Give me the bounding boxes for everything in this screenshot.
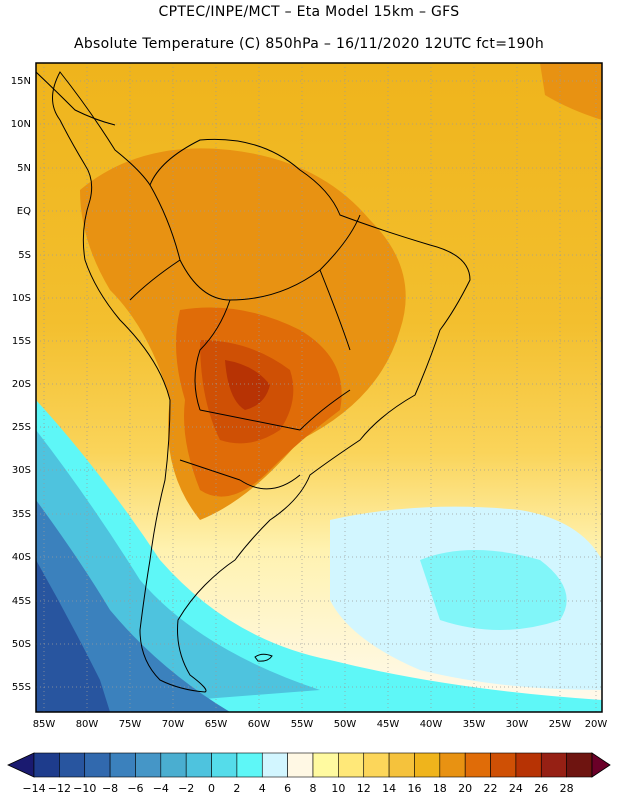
lat-label: 45S: [12, 596, 31, 607]
warm-ne-corner: [540, 63, 602, 120]
colorbar-swatch: [388, 752, 415, 778]
lat-label: 5S: [18, 250, 31, 261]
colorbar-under-arrow: [7, 752, 35, 778]
lat-label: 15S: [12, 336, 31, 347]
cold-band-south-4: [36, 560, 110, 712]
colorbar-label: 18: [433, 782, 447, 795]
lat-label: 30S: [12, 465, 31, 476]
colorbar-swatch: [338, 752, 365, 778]
colorbar-label: −12: [48, 782, 71, 795]
colorbar-swatch: [236, 752, 263, 778]
colorbar-swatch: [540, 752, 567, 778]
colorbar-label: 8: [310, 782, 317, 795]
country-borders: [129, 184, 361, 490]
colorbar-swatch: [109, 752, 136, 778]
falkland-islands: [254, 653, 273, 662]
lat-label: 40S: [12, 552, 31, 563]
colorbar-swatch: [490, 752, 517, 778]
lon-label: 55W: [291, 719, 314, 730]
central-america-coast: [36, 71, 116, 126]
colorbar-label: 20: [458, 782, 472, 795]
colorbar-label: −10: [73, 782, 96, 795]
lat-label: 15N: [11, 76, 31, 87]
coastlines: [36, 71, 471, 693]
lon-label: 85W: [33, 719, 56, 730]
lon-label: 65W: [205, 719, 228, 730]
latitude-labels: 15N 10N 5N EQ 5S 10S 15S 20S 25S 30S 35S…: [11, 76, 31, 693]
cool-patch-east: [420, 550, 567, 630]
colorbar-label: 2: [233, 782, 240, 795]
continent-core: [225, 360, 270, 410]
lon-label: 40W: [420, 719, 443, 730]
colorbar-swatch: [363, 752, 390, 778]
lon-label: 25W: [549, 719, 572, 730]
colorbar-label: 28: [560, 782, 574, 795]
longitude-labels: 85W 80W 75W 70W 65W 60W 55W 50W 45W 40W …: [33, 719, 608, 730]
lat-label: 50S: [12, 639, 31, 650]
colorbar-label: 10: [331, 782, 345, 795]
lat-label: 35S: [12, 509, 31, 520]
lat-label: EQ: [17, 206, 31, 217]
lon-label: 60W: [248, 719, 271, 730]
colorbar-over-arrow: [591, 752, 611, 778]
field-layers: [36, 63, 602, 712]
lon-label: 75W: [119, 719, 142, 730]
lat-label: 20S: [12, 379, 31, 390]
colorbar-label: 26: [534, 782, 548, 795]
lat-label: 10S: [12, 293, 31, 304]
lat-label: 10N: [11, 119, 31, 130]
colorbar-swatch: [33, 752, 60, 778]
colorbar-label: −14: [22, 782, 45, 795]
lon-label: 35W: [463, 719, 486, 730]
colorbar-label: −2: [178, 782, 194, 795]
colorbar-label: 4: [259, 782, 266, 795]
colorbar-swatch: [160, 752, 187, 778]
colorbar-swatch: [414, 752, 441, 778]
colorbar: −14 −12 −10 −8 −6 −4 −2 0 2 4 6 8 10 12 14 16 18 20 22 24 26…: [7, 752, 611, 795]
colorbar-swatch: [287, 752, 314, 778]
colorbar-swatch: [84, 752, 111, 778]
colorbar-swatch: [312, 752, 339, 778]
colorbar-swatch: [515, 752, 542, 778]
lon-label: 45W: [377, 719, 400, 730]
colorbar-label: −8: [102, 782, 118, 795]
lat-label: 25S: [12, 422, 31, 433]
colorbar-label: 16: [407, 782, 421, 795]
lon-label: 50W: [334, 719, 357, 730]
colorbar-label: 22: [484, 782, 498, 795]
colorbar-label: 12: [357, 782, 371, 795]
colorbar-label: 24: [509, 782, 523, 795]
colorbar-swatch: [464, 752, 491, 778]
lat-label: 55S: [12, 682, 31, 693]
lat-label: 5N: [17, 163, 31, 174]
colorbar-swatch: [439, 752, 466, 778]
colorbar-swatch: [59, 752, 86, 778]
lon-label: 20W: [585, 719, 608, 730]
lon-label: 70W: [162, 719, 185, 730]
lon-label: 30W: [506, 719, 529, 730]
colorbar-swatch: [211, 752, 238, 778]
map-title-line2: Absolute Temperature (C) 850hPa – 16/11/…: [73, 36, 545, 52]
colorbar-label: −6: [127, 782, 143, 795]
colorbar-swatch: [261, 752, 288, 778]
map-title-line1: CPTEC/INPE/MCT – Eta Model 15km – GFS: [158, 4, 460, 20]
colorbar-swatch: [135, 752, 162, 778]
colorbar-swatch: [566, 752, 593, 778]
lon-label: 80W: [76, 719, 99, 730]
plot-frame: [35, 62, 603, 713]
colorbar-swatch: [185, 752, 212, 778]
colorbar-label: 0: [208, 782, 215, 795]
colorbar-label: 14: [382, 782, 396, 795]
colorbar-label: 6: [284, 782, 291, 795]
south-america-coastline: [52, 71, 471, 693]
colorbar-label: −4: [153, 782, 169, 795]
graticule: [36, 63, 602, 712]
